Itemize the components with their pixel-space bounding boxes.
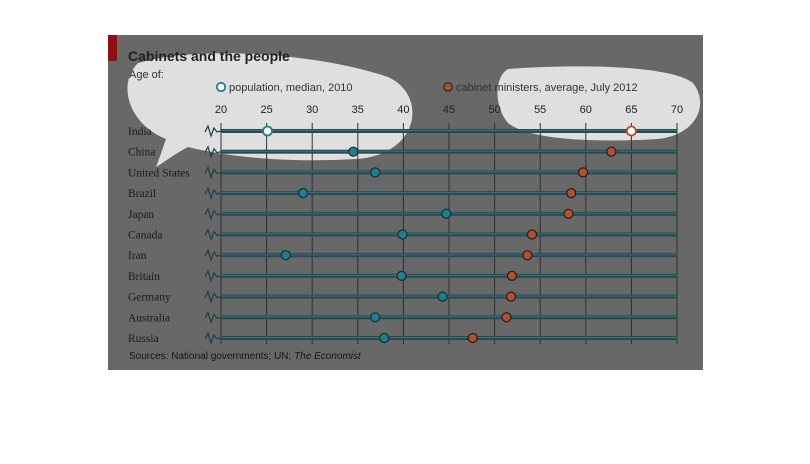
x-tick-label: 50 [488, 104, 500, 116]
category-label: Russia [128, 333, 159, 345]
plot-area: 20 25 30 35 40 45 50 55 60 65 70 India China United … [127, 53, 701, 345]
category-label: Iran [128, 250, 147, 262]
category-label: Britain [128, 271, 160, 283]
population-point [396, 270, 407, 281]
category-label: Brazil [128, 188, 156, 200]
category-label: Germany [128, 292, 171, 304]
population-point [441, 208, 452, 219]
category-label: United States [128, 167, 190, 179]
cabinet-point [526, 229, 538, 240]
cabinet-point [522, 250, 533, 261]
cabinet-point [626, 125, 637, 137]
x-tick-label: 20 [215, 104, 227, 116]
highlight-layer [127, 53, 701, 167]
population-point [437, 291, 448, 302]
x-axis-ticks: 20 25 30 35 40 45 50 55 60 65 70 [215, 104, 683, 116]
x-tick-label: 30 [306, 104, 318, 116]
legend-cabinet-label: cabinet ministers, average, July 2012 [456, 82, 638, 94]
legend: population, median, 2010 cabinet ministe… [215, 81, 638, 94]
source-text: Sources: National governments; UN; [129, 351, 295, 362]
category-label: Canada [128, 230, 162, 242]
cabinet-point [505, 291, 517, 302]
axis-break-mark [204, 145, 222, 159]
axis-break-mark [204, 269, 222, 283]
legend-cabinet-marker [443, 82, 453, 92]
axis-break-mark [204, 248, 222, 263]
axis-break-mark [204, 207, 222, 221]
x-tick-label: 35 [352, 104, 364, 116]
legend-population-label: population, median, 2010 [229, 82, 353, 94]
legend-population-marker [215, 81, 227, 93]
population-point [348, 146, 359, 157]
category-label: India [128, 126, 152, 138]
population-point [370, 167, 381, 178]
axis-break-mark [204, 124, 222, 138]
population-point [370, 312, 381, 323]
chart-subtitle: Age of: [129, 69, 164, 81]
x-tick-label: 55 [534, 104, 546, 116]
chart-panel: 20 25 30 35 40 45 50 55 60 65 70 India China United … [108, 35, 703, 370]
x-tick-label: 40 [397, 104, 409, 116]
highlight-blob-cabinet [497, 66, 701, 141]
axis-break-mark [204, 186, 222, 200]
axis-break-mark [204, 165, 222, 180]
cabinet-point [501, 312, 512, 323]
population-point [262, 125, 273, 137]
cabinet-point [606, 146, 617, 157]
cabinet-point [467, 332, 478, 344]
axis-break-mark [204, 227, 222, 242]
accent-tag [108, 35, 117, 61]
x-tick-label: 45 [443, 104, 455, 116]
axis-break-mark [204, 331, 222, 345]
highlight-blob-population [127, 53, 413, 167]
source-note: Sources: National governments; UN; The E… [129, 351, 361, 362]
population-point [280, 250, 291, 261]
cabinet-point [563, 208, 574, 219]
population-point [297, 188, 309, 199]
rows-layer: India China United States Brazil Japan Canada… [128, 124, 677, 345]
x-tick-label: 60 [580, 104, 592, 116]
cabinet-point [577, 167, 589, 178]
population-point [397, 229, 408, 240]
source-publication: The Economist [294, 351, 361, 362]
category-label: Japan [128, 209, 154, 221]
category-label: China [128, 147, 155, 159]
x-tick-label: 65 [625, 104, 637, 116]
cabinet-point [566, 188, 577, 199]
x-tick-label: 25 [260, 104, 272, 116]
population-point [379, 332, 390, 344]
axis-break-mark [204, 289, 222, 304]
cabinet-point [506, 270, 518, 281]
row-track [221, 253, 677, 258]
x-tick-label: 70 [671, 104, 683, 116]
category-label: Australia [128, 312, 170, 324]
axis-break-mark [204, 310, 222, 325]
chart-title: Cabinets and the people [128, 48, 290, 64]
